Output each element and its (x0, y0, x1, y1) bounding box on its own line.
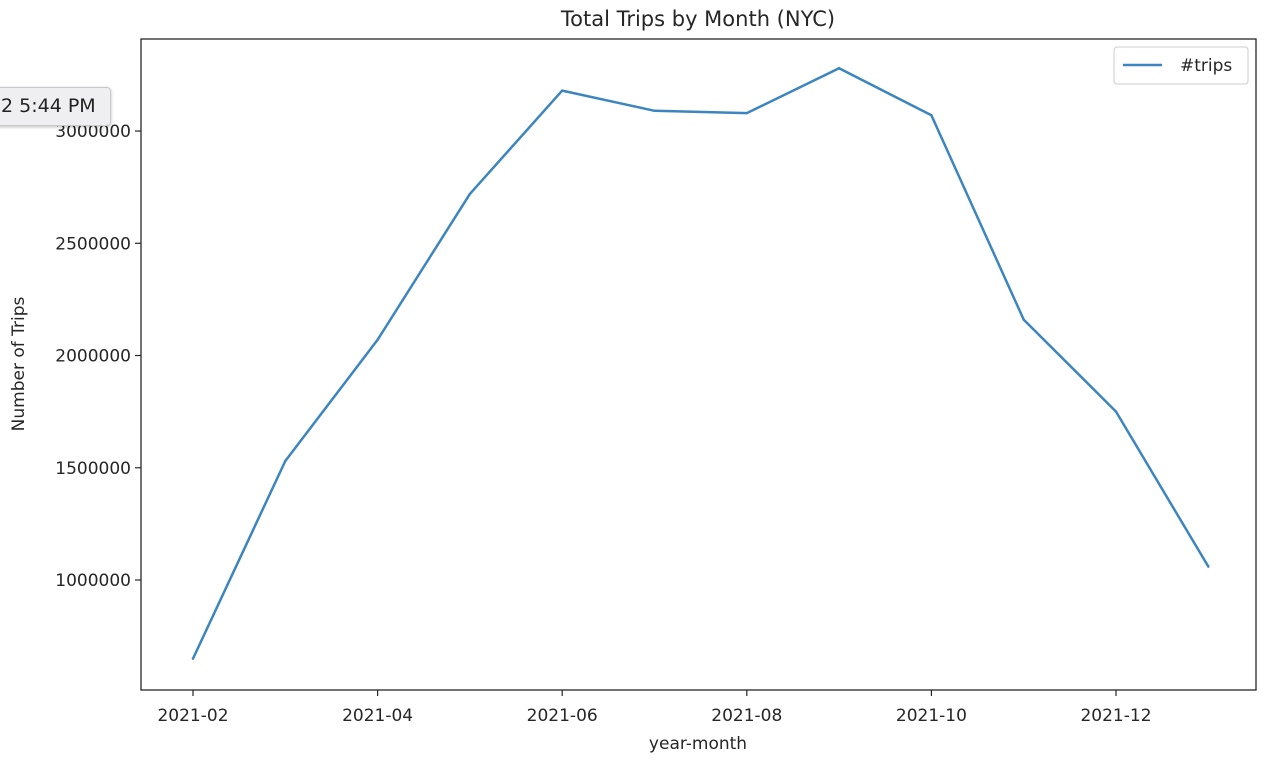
x-tick-label: 2021-10 (896, 706, 967, 726)
data-point (191, 657, 195, 660)
legend-box (1113, 46, 1249, 85)
x-tick-label: 2021-12 (1080, 706, 1151, 726)
plot-area (140, 38, 1257, 691)
y-tick-label: 1000000 (55, 571, 131, 591)
series-layer (191, 66, 1210, 660)
x-axis: 2021-02 2021-04 2021-06 2021-08 2021-10 2021-… (157, 690, 1152, 726)
timestamp-tooltip: 2 5:44 PM (0, 87, 111, 126)
data-point (376, 338, 379, 342)
legend: #trips (1113, 46, 1249, 85)
data-point (745, 111, 748, 115)
y-tick-label: 2000000 (55, 347, 131, 367)
x-tick-label: 2021-06 (527, 706, 598, 726)
data-point (1114, 410, 1118, 413)
y-tick-label: 1500000 (55, 459, 131, 479)
x-tick-label: 2021-02 (157, 706, 228, 726)
x-axis-label: year-month (649, 734, 747, 754)
series-line-trips (191, 66, 1210, 660)
data-point (1207, 565, 1210, 568)
data-point (1022, 318, 1025, 321)
data-point (653, 109, 656, 113)
x-tick-label: 2021-04 (342, 706, 413, 726)
data-point (837, 66, 841, 70)
data-point (284, 459, 287, 463)
data-point (468, 192, 472, 196)
plot-frame (140, 38, 1257, 691)
data-point (930, 114, 933, 117)
x-tick-label: 2021-08 (711, 706, 782, 726)
legend-label: #trips (1180, 56, 1232, 76)
chart-title: Total Trips by Month (NYC) (560, 7, 835, 31)
y-axis-label: Number of Trips (9, 296, 29, 431)
y-axis: 1000000 1500000 2000000 2500000 3000000 (55, 122, 141, 591)
y-tick-label: 2500000 (55, 234, 131, 254)
y-tick-label: 3000000 (55, 122, 131, 142)
data-point (561, 89, 564, 92)
